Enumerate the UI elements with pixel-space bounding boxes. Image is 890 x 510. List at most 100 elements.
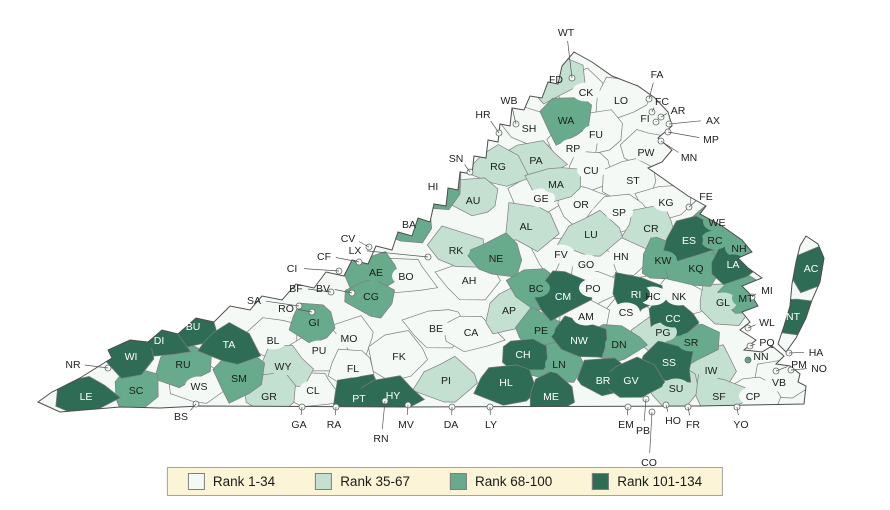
county-core-WY	[269, 356, 297, 376]
legend-label-3: Rank 68-100	[474, 474, 553, 489]
leader-line-FR	[687, 406, 690, 416]
county-core-OR	[567, 194, 595, 214]
county-core-LE	[72, 386, 100, 406]
county-core-GO	[572, 254, 600, 274]
county-label-CI: CI	[287, 263, 298, 275]
county-label-CG: CG	[363, 291, 379, 303]
county-label-LO: LO	[614, 95, 628, 107]
leader-line-RO	[297, 309, 313, 313]
county-label-YO: YO	[733, 419, 748, 431]
county-label-NW: NW	[570, 335, 588, 347]
leader-line-BS	[190, 403, 197, 411]
leader-line-HA	[788, 351, 805, 354]
county-core-ES	[675, 230, 703, 250]
county-core-AP	[495, 300, 523, 320]
county-core-MO	[335, 328, 363, 348]
county-core-CL	[299, 380, 327, 400]
county-core-SR	[677, 332, 705, 352]
county-core-KG	[652, 192, 680, 212]
county-label-PQ: PQ	[759, 337, 774, 349]
city-dots-layer	[104, 74, 795, 416]
county-label-RN: RN	[373, 433, 388, 445]
county-label-RG: RG	[490, 161, 506, 173]
county-core-FV	[547, 244, 575, 264]
county-label-HC: HC	[645, 291, 661, 303]
county-label-PU: PU	[312, 345, 327, 357]
leader-line-AR	[660, 113, 668, 118]
leader-line-CF	[335, 257, 360, 263]
county-core-ME	[537, 386, 565, 406]
county-label-IW: IW	[705, 365, 718, 377]
county-label-ST: ST	[626, 175, 640, 187]
county-label-TA: TA	[223, 339, 236, 351]
leader-line-BV	[334, 289, 353, 294]
legend-item-2: Rank 35-67	[315, 473, 410, 490]
county-core-GL	[709, 292, 737, 312]
county-label-PI: PI	[441, 375, 451, 387]
county-label-AH: AH	[462, 275, 477, 287]
leader-line-FE	[688, 200, 697, 208]
county-core-AU	[459, 190, 487, 210]
county-label-CO: CO	[641, 457, 657, 469]
county-label-AC: AC	[804, 263, 819, 275]
leader-line-BF	[307, 288, 332, 293]
county-core-RP	[559, 138, 587, 158]
county-label-BA: BA	[402, 219, 416, 231]
county-core-WS	[185, 376, 213, 396]
county-label-BR: BR	[596, 375, 611, 387]
county-label-FD: FD	[549, 74, 563, 86]
county-core-GR	[255, 386, 283, 406]
legend-item-1: Rank 1-34	[187, 473, 276, 490]
county-label-PW: PW	[638, 147, 655, 159]
county-label-WI: WI	[125, 351, 138, 363]
county-label-FI: FI	[640, 113, 649, 125]
county-core-HN	[607, 246, 635, 266]
county-label-AR: AR	[671, 105, 686, 117]
county-core-SF	[705, 386, 733, 406]
legend-swatch-2	[315, 473, 333, 490]
legend: Rank 1-34 Rank 35-67 Rank 68-100 Rank 101-1…	[166, 467, 724, 496]
county-label-SU: SU	[669, 383, 684, 395]
county-core-BO	[392, 266, 420, 286]
leader-line-NR	[84, 364, 109, 369]
leader-line-HR	[490, 120, 500, 134]
leader-line-FC	[651, 107, 655, 113]
county-label-BU: BU	[186, 321, 201, 333]
county-label-LU: LU	[584, 229, 597, 241]
county-label-WB: WB	[501, 95, 518, 107]
county-label-GI: GI	[308, 317, 319, 329]
legend-label-1: Rank 1-34	[212, 474, 276, 489]
county-label-AL: AL	[520, 221, 533, 233]
county-core-RK	[442, 240, 470, 260]
county-core-GI	[300, 312, 328, 332]
county-core-SC	[122, 380, 150, 400]
county-label-KQ: KQ	[688, 263, 703, 275]
county-label-RI: RI	[631, 289, 642, 301]
county-label-GE: GE	[533, 193, 548, 205]
legend-label-4: Rank 101-134	[617, 474, 703, 489]
county-label-MA: MA	[548, 179, 564, 191]
county-label-FE: FE	[699, 191, 712, 203]
county-label-WT: WT	[558, 27, 575, 39]
county-label-CF: CF	[317, 251, 331, 263]
county-core-CK	[572, 82, 600, 102]
county-label-AX: AX	[706, 115, 720, 127]
leader-line-FA	[648, 82, 654, 100]
leader-line-PM	[775, 366, 788, 372]
county-core-AL	[512, 216, 540, 236]
county-label-PA: PA	[529, 155, 542, 167]
leader-line-SN	[464, 164, 471, 173]
county-core-CM	[549, 286, 577, 306]
county-label-SR: SR	[684, 337, 699, 349]
county-label-NO: NO	[811, 363, 827, 375]
county-label-SF: SF	[712, 391, 725, 403]
county-label-SA: SA	[247, 295, 261, 307]
county-label-CU: CU	[583, 165, 598, 177]
county-core-DN	[605, 334, 633, 354]
county-label-SS: SS	[662, 357, 676, 369]
county-core-RC	[701, 230, 729, 250]
county-core-GV	[617, 370, 645, 390]
county-label-NR: NR	[65, 359, 81, 371]
county-label-HO: HO	[665, 415, 681, 427]
county-label-HI: HI	[428, 181, 439, 193]
